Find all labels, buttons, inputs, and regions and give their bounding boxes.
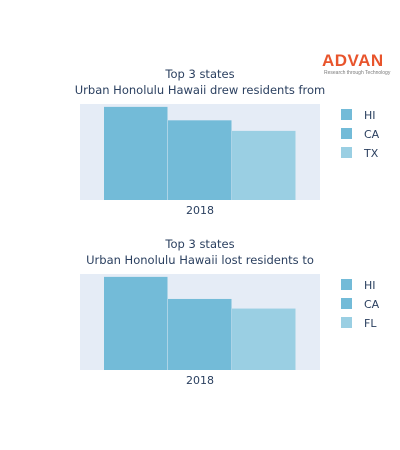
outbound-chart: Top 3 states Urban Honolulu Hawaii lost r… (0, 232, 400, 417)
legend-label-tx[interactable]: TX (363, 147, 379, 160)
bar-ca[interactable] (168, 120, 232, 200)
x-tick-label: 2018 (186, 374, 214, 387)
inbound-chart: Top 3 states Urban Honolulu Hawaii drew r… (0, 62, 400, 247)
bar-hi[interactable] (104, 106, 168, 200)
bar-hi[interactable] (104, 276, 168, 370)
bar-ca[interactable] (168, 298, 232, 370)
advan-logo: ADVAN Research through Technology (322, 52, 394, 80)
chart-title-line1: Top 3 states (164, 67, 234, 81)
chart-title-line2: Urban Honolulu Hawaii drew residents fro… (75, 83, 326, 97)
x-tick-label: 2018 (186, 204, 214, 217)
legend-label-hi[interactable]: HI (364, 279, 376, 292)
outbound-chart-svg: Top 3 states Urban Honolulu Hawaii lost r… (80, 237, 380, 387)
legend-swatch-hi[interactable] (341, 279, 352, 290)
inbound-chart-svg: Top 3 states Urban Honolulu Hawaii drew r… (75, 67, 380, 217)
legend-label-hi[interactable]: HI (364, 109, 376, 122)
legend-swatch-tx[interactable] (341, 147, 352, 158)
logo-name: ADVAN (322, 51, 384, 70)
legend-label-fl[interactable]: FL (364, 317, 377, 330)
chart-title-line2: Urban Honolulu Hawaii lost residents to (86, 253, 314, 267)
legend-swatch-ca[interactable] (341, 128, 352, 139)
bar-tx[interactable] (232, 130, 296, 200)
chart-title-line1: Top 3 states (164, 237, 234, 251)
legend-swatch-hi[interactable] (341, 109, 352, 120)
legend-swatch-ca[interactable] (341, 298, 352, 309)
legend-label-ca[interactable]: CA (364, 128, 380, 141)
legend-swatch-fl[interactable] (341, 317, 352, 328)
logo-tagline: Research through Technology (324, 70, 391, 76)
bar-fl[interactable] (232, 308, 296, 370)
legend-label-ca[interactable]: CA (364, 298, 380, 311)
